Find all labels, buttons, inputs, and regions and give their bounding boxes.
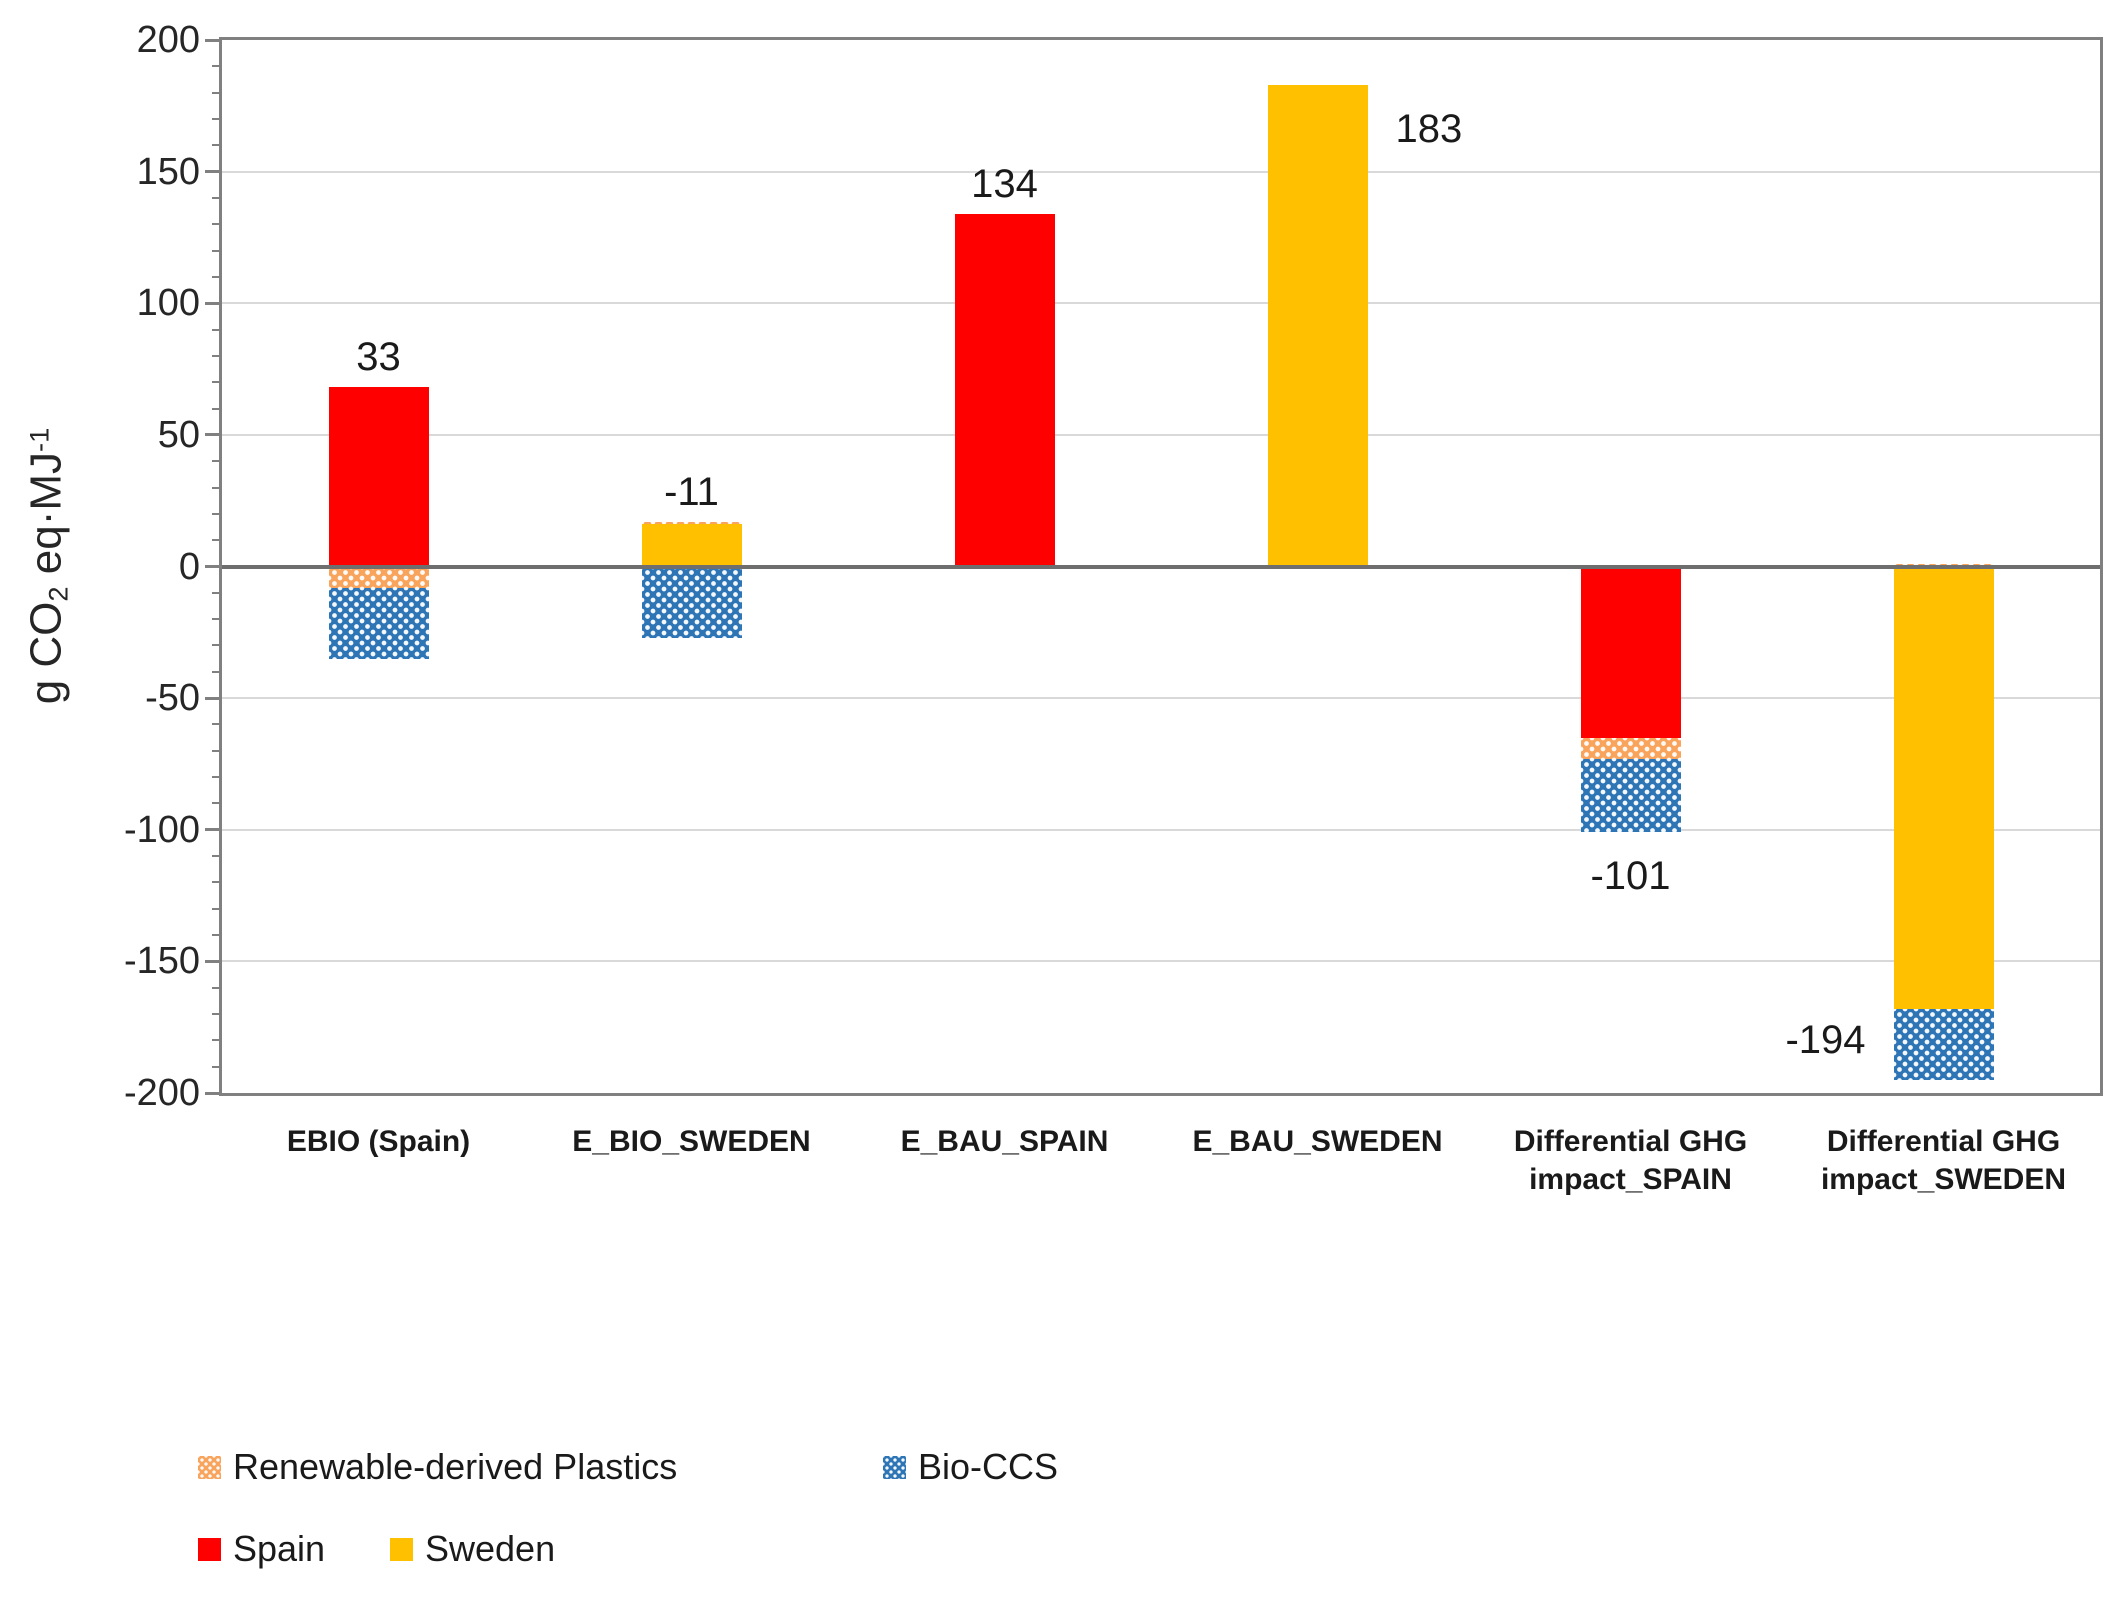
bar-segment-renewable-derived-plastics [328,566,429,588]
axis-tick-minor [212,223,222,226]
bar-total-label: -11 [664,469,719,514]
legend-swatch-spain [198,1537,221,1561]
axis-tick-minor [212,749,222,752]
legend-label: Bio-CCS [918,1446,1059,1487]
bar-segment-renewable-derived-plastics [1580,737,1681,759]
gridline [222,960,2100,963]
y-tick-label: 150 [136,150,200,193]
y-tick-label: 100 [136,282,200,325]
axis-tick-major [205,565,222,568]
bar-total-label: 134 [971,161,1038,206]
axis-tick-minor [212,144,222,147]
y-axis-title-sub: 2 [42,586,74,602]
axis-tick-minor [212,539,222,542]
y-tick-label: -50 [145,677,200,720]
axis-tick-minor [212,723,222,726]
axis-tick-minor [212,275,222,278]
category-label: E_BAU_SWEDEN [1192,1125,1443,1158]
axis-tick-minor [212,407,222,410]
axis-tick-minor [212,249,222,252]
legend-swatch-sweden [390,1537,413,1561]
legend-item-bio-ccs: Bio-CCS [883,1446,1058,1488]
axis-tick-minor [212,776,222,779]
bar-segment-spain [1580,566,1681,738]
axis-tick-major [205,170,222,174]
bar-segment-spain [954,213,1055,567]
y-tick-label: 50 [157,413,200,456]
axis-tick-minor [212,907,222,910]
axis-tick-minor [212,354,222,357]
legend-item-renewable-derived-plastics: Renewable-derived Plastics [198,1446,677,1488]
axis-tick-minor [212,1013,222,1016]
axis-tick-minor [212,855,222,858]
y-tick-label: -150 [123,940,200,983]
legend-swatch-renewable-derived-plastics [198,1455,221,1479]
bar-segment-spain [328,387,429,567]
bar-segment-renewable-derived-plastics [641,521,742,525]
gridline [222,433,2100,436]
y-axis-title-sup: -1 [23,427,55,452]
axis-tick-minor [212,117,222,120]
axis-tick-minor [212,618,222,621]
bar-segment-bio-ccs [1580,758,1681,833]
axis-tick-minor [212,986,222,989]
axis-tick-minor [212,328,222,331]
axis-tick-minor [212,512,222,515]
axis-tick-minor [212,1039,222,1042]
bar-total-label: -194 [1785,1017,1866,1062]
gridline [222,302,2100,305]
category-label: E_BAU_SPAIN [900,1125,1109,1158]
legend-item-sweden: Sweden [390,1528,555,1570]
bar-segment-bio-ccs [1893,1008,1994,1080]
bar-total-label: 183 [1395,106,1463,151]
bar-segment-sweden [1267,84,1368,567]
axis-tick-minor [212,802,222,805]
axis-tick-major [205,696,222,700]
category-label: EBIO (Spain) [286,1125,471,1158]
axis-tick-major [205,828,222,832]
legend-swatch-bio-ccs [883,1455,906,1479]
bar-total-label: -101 [1590,854,1671,899]
axis-tick-major [205,1091,222,1095]
y-tick-label: 200 [136,19,200,61]
bar-segment-bio-ccs [641,566,742,638]
y-tick-label: -200 [123,1072,200,1114]
axis-tick-major [205,959,222,963]
y-tick-label: -100 [123,808,200,851]
axis-tick-minor [212,196,222,199]
legend-label: Sweden [425,1528,556,1569]
axis-tick-minor [212,934,222,937]
zero-line [222,564,2100,569]
y-tick-label: 0 [178,545,200,588]
axis-tick-major [205,38,222,42]
legend-item-spain: Spain [198,1528,325,1570]
axis-tick-minor [212,644,222,647]
axis-tick-minor [212,486,222,489]
category-label: E_BIO_SWEDEN [572,1125,811,1158]
axis-tick-minor [212,381,222,384]
axis-tick-minor [212,91,222,94]
bar-total-label: 33 [356,335,401,380]
bar-segment-sweden [1893,566,1994,1009]
axis-tick-major [205,301,222,305]
legend-label: Renewable-derived Plastics [233,1446,678,1487]
gridline [222,828,2100,831]
axis-tick-major [205,433,222,437]
axis-tick-minor [212,591,222,594]
bar-segment-bio-ccs [328,587,429,659]
axis-tick-minor [212,881,222,884]
axis-tick-minor [212,65,222,68]
legend-label: Spain [233,1528,326,1569]
axis-tick-minor [212,460,222,463]
bar-segment-sweden [641,524,742,567]
axis-tick-minor [212,1065,222,1068]
gridline [222,697,2100,700]
axis-tick-minor [212,670,222,673]
gridline [222,170,2100,173]
category-label: Differential GHG impact_SPAIN [1513,1125,1748,1196]
category-label: Differential GHG impact_SWEDEN [1820,1125,2067,1196]
